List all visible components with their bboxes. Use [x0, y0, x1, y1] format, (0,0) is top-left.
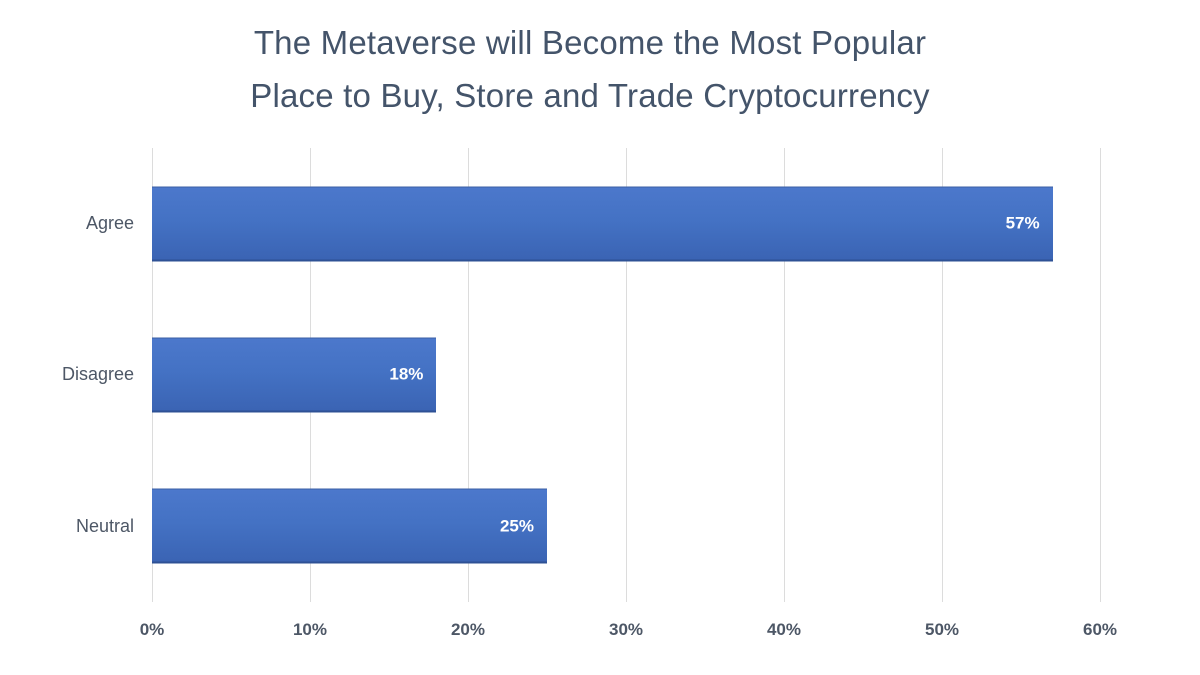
- bar-agree: 57%: [152, 186, 1053, 262]
- bar-row: 57%: [152, 148, 1100, 299]
- data-label: 25%: [499, 516, 534, 536]
- y-label-row: Disagree: [0, 299, 134, 450]
- data-label: 57%: [1005, 213, 1040, 233]
- value-axis: 0% 10% 20% 30% 40% 50% 60%: [140, 620, 1117, 646]
- x-tick-label: 30%: [608, 620, 644, 639]
- y-label-disagree: Disagree: [61, 364, 134, 385]
- bar-row: 25%: [152, 451, 1100, 602]
- category-axis: Agree Disagree Neutral: [0, 148, 134, 602]
- x-tick-label: 10%: [292, 620, 327, 639]
- bar-neutral: 25%: [152, 488, 547, 564]
- x-tick-label: 40%: [766, 620, 801, 639]
- chart-title-line-2: Place to Buy, Store and Trade Cryptocurr…: [250, 77, 930, 114]
- gridline: [942, 148, 943, 602]
- x-tick-label: 50%: [924, 620, 960, 639]
- y-label-row: Agree: [0, 148, 134, 299]
- y-label-agree: Agree: [85, 213, 134, 234]
- gridline: [626, 148, 627, 602]
- plot-area: 57% 18% 25%: [152, 148, 1101, 602]
- y-label-neutral: Neutral: [75, 515, 134, 536]
- x-tick-label: 60%: [1082, 620, 1118, 639]
- gridline: [467, 148, 469, 602]
- bar-row: 18%: [152, 299, 1100, 450]
- x-tick-label: 0%: [139, 620, 165, 639]
- gridline: [783, 148, 785, 602]
- y-label-row: Neutral: [0, 451, 134, 602]
- data-label: 18%: [389, 364, 424, 384]
- bar-disagree: 18%: [152, 337, 437, 413]
- chart-title-line-1: The Metaverse will Become the Most Popul…: [253, 24, 927, 61]
- chart-title: The Metaverse will Become the Most Popul…: [0, 16, 1180, 122]
- x-tick-label: 20%: [450, 620, 485, 639]
- gridline: [1100, 148, 1101, 602]
